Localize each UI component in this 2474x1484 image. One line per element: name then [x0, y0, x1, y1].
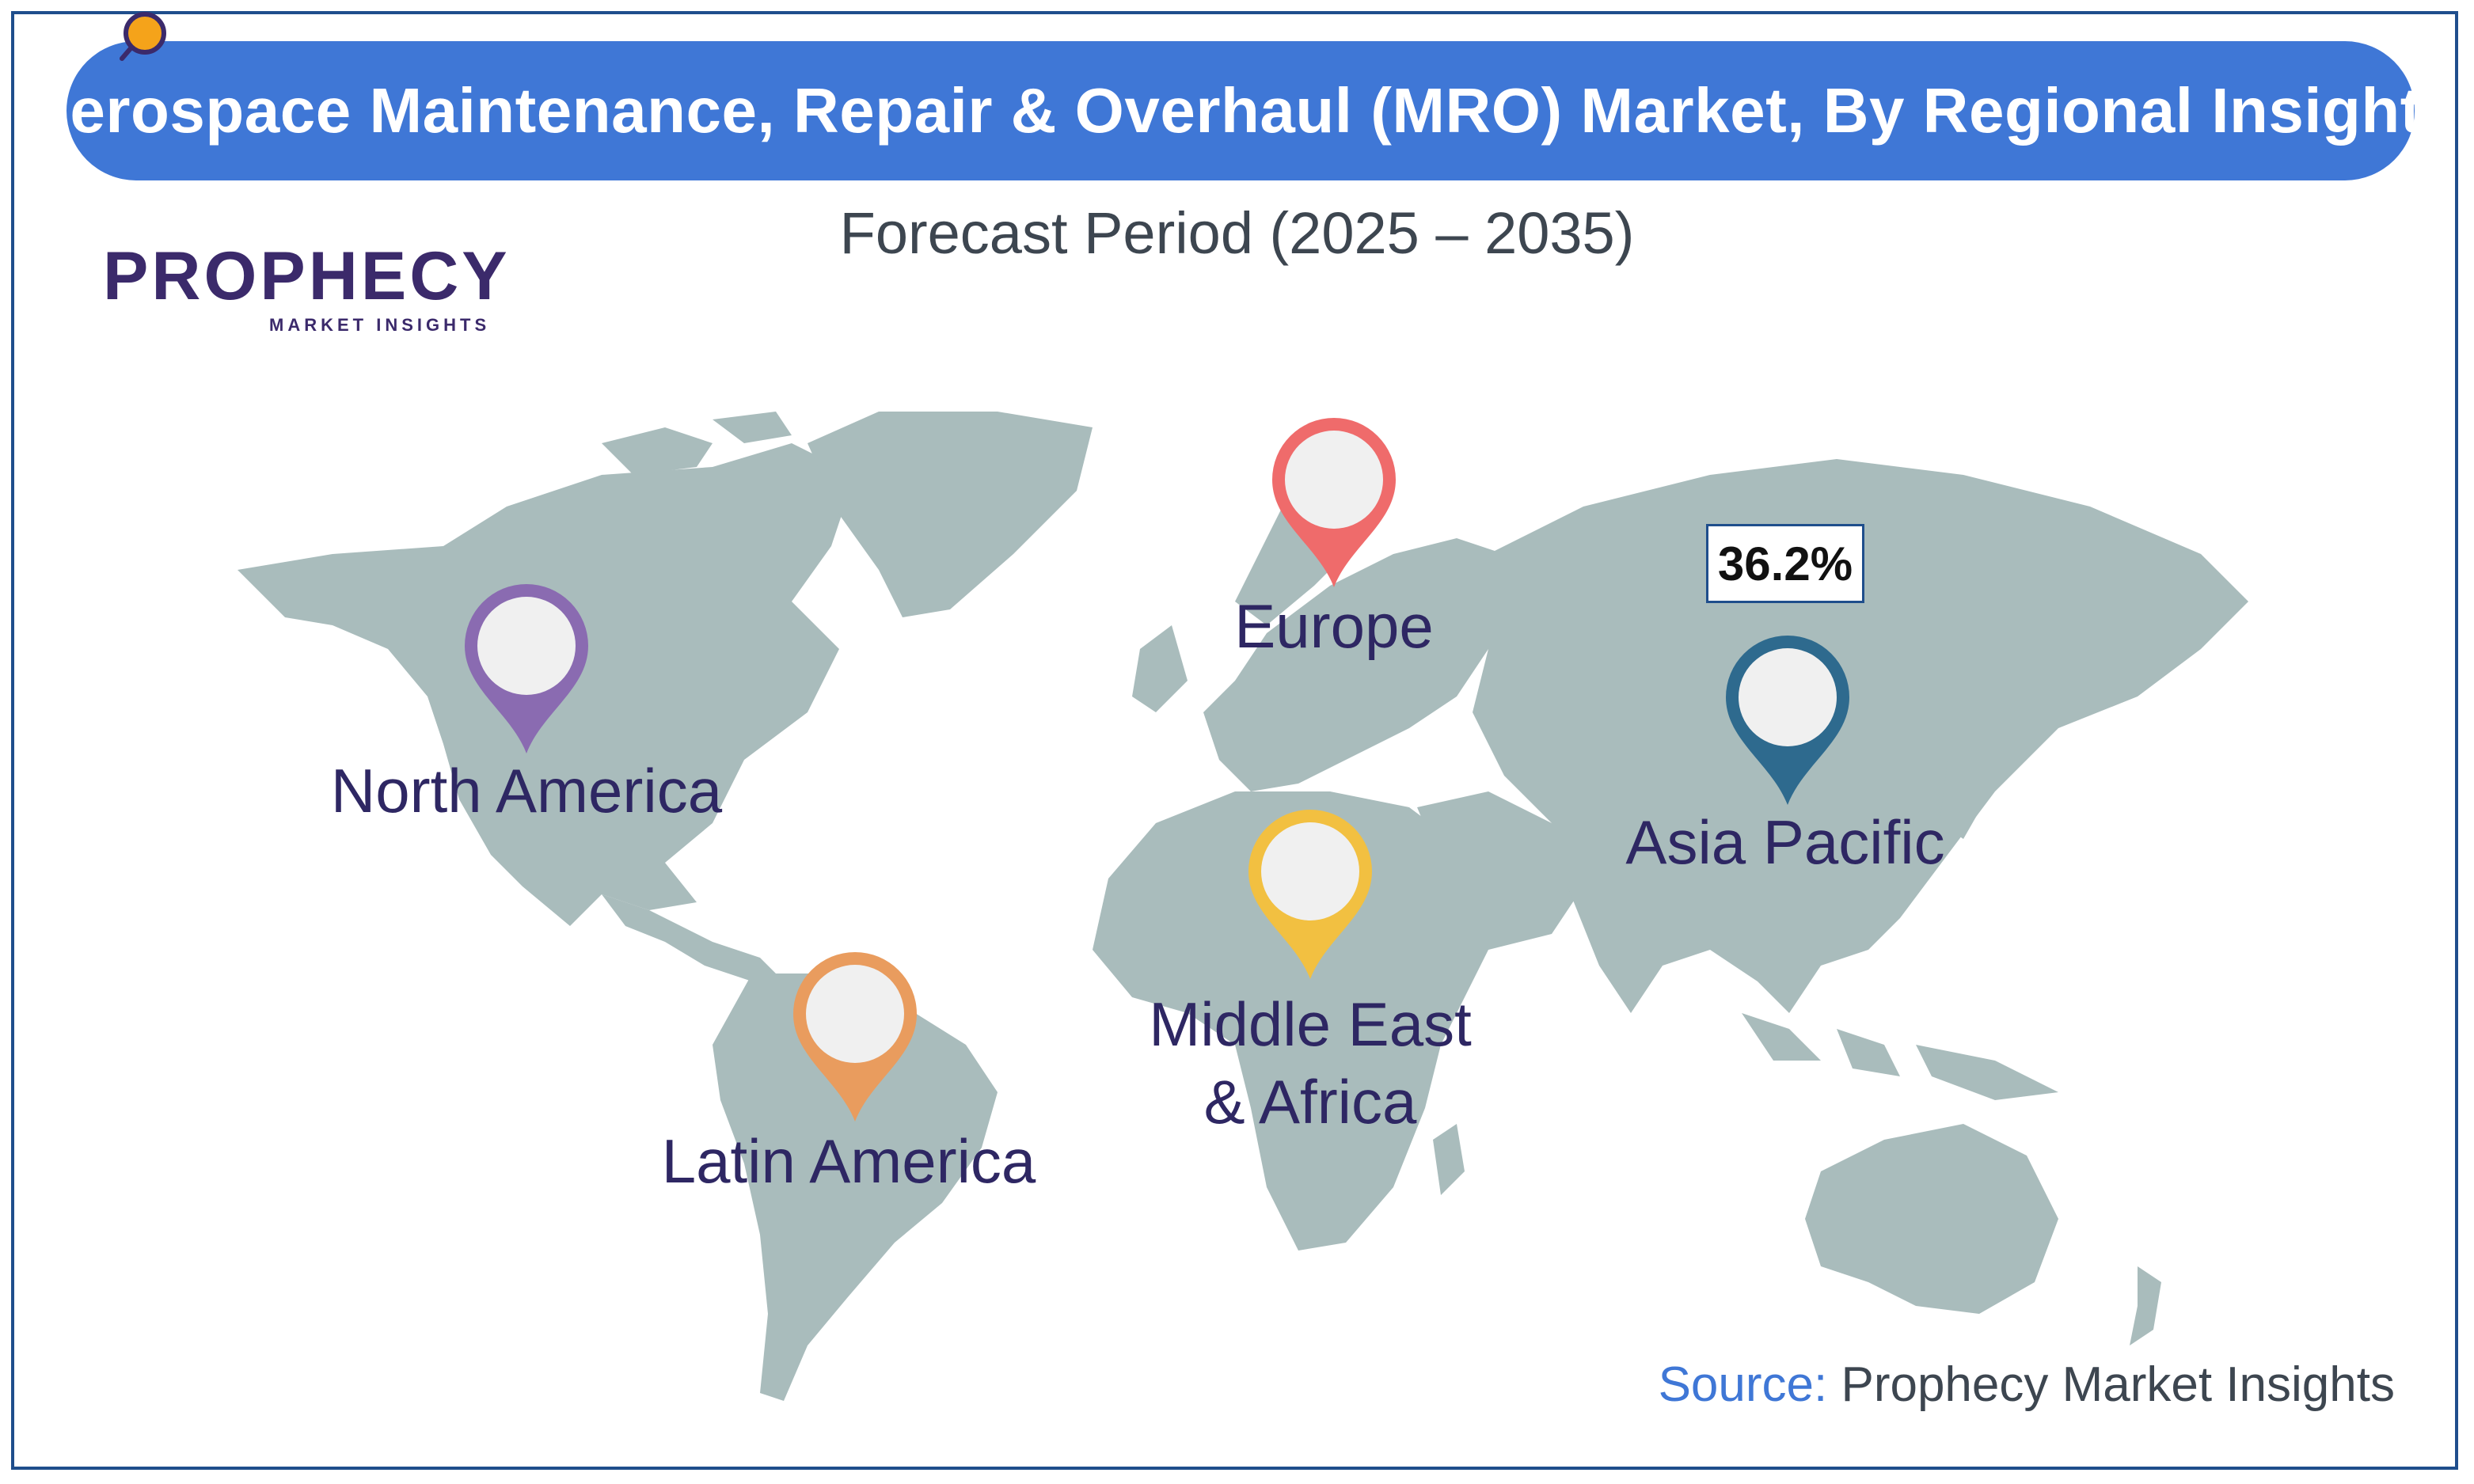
region-label-latin-america: Latin America — [661, 1126, 1036, 1196]
japan-landmass — [1940, 736, 1995, 839]
greenland-landmass — [808, 412, 1093, 617]
middle-east-africa-pin-icon — [1248, 810, 1372, 979]
arctic-islands-landmass — [602, 412, 792, 475]
forecast-subtitle: Forecast Period (2025 – 2035) — [839, 200, 1635, 266]
region-label-middle-east-africa: Middle East & Africa — [1149, 985, 1472, 1141]
magnifier-icon — [120, 12, 166, 61]
south-america-landmass — [713, 974, 998, 1401]
region-label-line-2: & Africa — [1203, 1067, 1417, 1137]
europe-pin-icon — [1272, 418, 1396, 587]
uk-landmass — [1132, 625, 1188, 712]
australia-landmass — [1805, 1124, 2058, 1314]
new-zealand-landmass — [2130, 1266, 2161, 1345]
europe-landmass — [1203, 538, 1520, 791]
central-america-landmass — [602, 894, 784, 981]
page-title: Aerospace Maintenance, Repair & Overhaul… — [24, 75, 2457, 146]
region-label-asia-pacific: Asia Pacific — [1625, 807, 1945, 877]
southeast-asia-islands-landmass — [1742, 1013, 2058, 1100]
latin-america-pin-icon — [793, 952, 917, 1122]
region-label-europe: Europe — [1234, 591, 1434, 661]
logo-tagline: MARKET INSIGHTS — [269, 315, 491, 335]
source-note: Source: Prophecy Market Insights — [1659, 1357, 2395, 1413]
arabia-landmass — [1417, 791, 1583, 950]
asia-pacific-pin-icon — [1726, 636, 1849, 805]
source-label: Source: — [1658, 1357, 1841, 1412]
region-label-north-america: North America — [330, 756, 723, 825]
title-banner: Aerospace Maintenance, Repair & Overhaul… — [24, 41, 2457, 180]
prophecy-logo: PROPHECY MARKET INSIGHTS — [103, 237, 530, 340]
asia-landmass — [1473, 459, 2248, 1013]
source-value: Prophecy Market Insights — [1841, 1357, 2395, 1412]
region-label-line-1: Middle East — [1149, 989, 1472, 1059]
asia-pacific-share-value: 36.2% — [1706, 524, 1864, 603]
north-america-pin-icon — [465, 584, 588, 753]
madagascar-landmass — [1433, 1124, 1465, 1195]
logo-wordmark: PROPHECY — [103, 238, 511, 314]
africa-landmass — [1093, 791, 1504, 1251]
